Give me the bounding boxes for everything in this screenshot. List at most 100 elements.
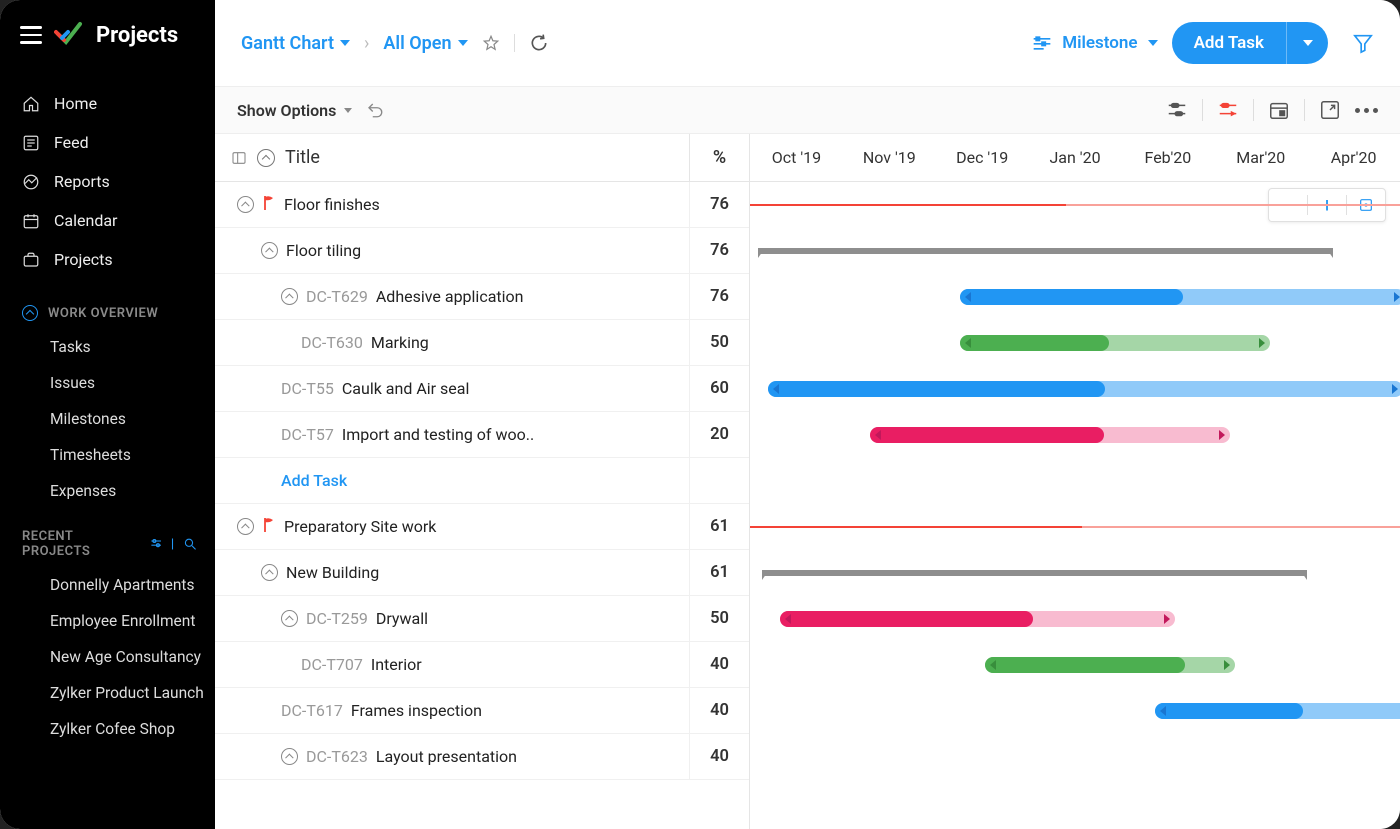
- separator: [514, 34, 515, 52]
- sidebar-item-issues[interactable]: Issues: [0, 365, 215, 401]
- task-row[interactable]: Floor tiling 76: [215, 228, 749, 274]
- summary-bar[interactable]: [762, 570, 1307, 576]
- gantt: Title % Floor finishes76Floor tiling76DC…: [215, 134, 1400, 829]
- nav-label: Reports: [54, 172, 110, 191]
- gantt-bar[interactable]: [870, 427, 1230, 443]
- collapse-icon[interactable]: [237, 196, 254, 213]
- task-row[interactable]: DC-T55 Caulk and Air seal60: [215, 366, 749, 412]
- task-title: Floor tiling: [286, 241, 361, 260]
- fullscreen-icon[interactable]: [1319, 99, 1341, 121]
- task-row[interactable]: DC-T259 Drywall50: [215, 596, 749, 642]
- task-percent: 76: [689, 228, 749, 273]
- main: Gantt Chart › All Open Milestone Add Tas…: [215, 0, 1400, 829]
- collapse-all-icon[interactable]: [257, 149, 275, 167]
- caret-icon: [22, 305, 38, 321]
- task-title: Preparatory Site work: [284, 517, 436, 536]
- chevron-down-icon: [344, 108, 352, 113]
- task-title: Frames inspection: [351, 701, 482, 720]
- nav-feed[interactable]: Feed: [0, 123, 215, 162]
- sidebar-item-milestones[interactable]: Milestones: [0, 401, 215, 437]
- gantt-bar[interactable]: [768, 381, 1400, 397]
- add-task-link[interactable]: Add Task: [281, 471, 347, 490]
- sidebar-item-tasks[interactable]: Tasks: [0, 329, 215, 365]
- today-icon[interactable]: [1268, 99, 1290, 121]
- gantt-bar[interactable]: [960, 335, 1270, 351]
- milestone-selector[interactable]: Milestone: [1032, 33, 1157, 53]
- sidebar-item-timesheets[interactable]: Timesheets: [0, 437, 215, 473]
- recent-project[interactable]: New Age Consultancy: [0, 639, 215, 675]
- task-row[interactable]: DC-T57 Import and testing of woo..20: [215, 412, 749, 458]
- nav-home[interactable]: Home: [0, 84, 215, 123]
- button-label: Add Task: [1172, 33, 1286, 53]
- recent-project[interactable]: Zylker Cofee Shop: [0, 711, 215, 747]
- recent-project[interactable]: Donnelly Apartments: [0, 567, 215, 603]
- nav-label: Projects: [54, 250, 113, 269]
- gantt-bar[interactable]: [780, 611, 1175, 627]
- task-row[interactable]: Preparatory Site work61: [215, 504, 749, 550]
- task-percent: 61: [689, 550, 749, 595]
- filter-settings-icon[interactable]: [149, 536, 163, 552]
- milestone-bar[interactable]: [750, 526, 1400, 528]
- collapse-icon[interactable]: [281, 288, 298, 305]
- sidebar-item-expenses[interactable]: Expenses: [0, 473, 215, 509]
- collapse-icon[interactable]: [237, 518, 254, 535]
- month-header: Nov '19: [843, 134, 936, 181]
- column-percent: %: [689, 134, 749, 181]
- summary-bar[interactable]: [758, 248, 1333, 254]
- task-row[interactable]: Add Task: [215, 458, 749, 504]
- task-list-header: Title %: [215, 134, 749, 182]
- filter-selector[interactable]: All Open: [383, 33, 467, 54]
- collapse-icon[interactable]: [261, 564, 278, 581]
- separator: [1202, 99, 1203, 121]
- view-selector[interactable]: Gantt Chart: [241, 33, 350, 54]
- more-icon[interactable]: [1355, 108, 1378, 113]
- gantt-bar[interactable]: [1155, 703, 1400, 719]
- funnel-icon[interactable]: [1352, 32, 1374, 54]
- add-task-dropdown[interactable]: [1286, 22, 1328, 64]
- gantt-bar[interactable]: [960, 289, 1400, 305]
- work-overview-header[interactable]: WORK OVERVIEW: [0, 287, 215, 329]
- timeline-header: Oct '19Nov '19Dec '19Jan '20Feb'20Mar'20…: [750, 134, 1400, 182]
- recent-project[interactable]: Employee Enrollment: [0, 603, 215, 639]
- task-row[interactable]: Floor finishes76: [215, 182, 749, 228]
- show-options[interactable]: Show Options: [237, 101, 352, 120]
- task-title: Floor finishes: [284, 195, 380, 214]
- baseline-icon[interactable]: [1217, 99, 1239, 121]
- chevron-down-icon: [340, 40, 350, 46]
- collapse-icon[interactable]: [281, 610, 298, 627]
- nav-label: Home: [54, 94, 97, 113]
- critical-path-icon[interactable]: [1166, 99, 1188, 121]
- toolbar: Show Options: [215, 86, 1400, 134]
- recent-project[interactable]: Zylker Product Launch: [0, 675, 215, 711]
- task-row[interactable]: DC-T617 Frames inspection40: [215, 688, 749, 734]
- nav-projects[interactable]: Projects: [0, 240, 215, 279]
- refresh-icon[interactable]: [529, 33, 549, 53]
- hamburger-icon[interactable]: [20, 26, 42, 44]
- columns-icon[interactable]: [231, 150, 247, 166]
- milestone-bar[interactable]: [750, 204, 1400, 206]
- task-percent: [689, 458, 749, 503]
- task-title: Layout presentation: [376, 747, 517, 766]
- label: Show Options: [237, 101, 336, 120]
- collapse-icon[interactable]: [261, 242, 278, 259]
- collapse-icon[interactable]: [281, 748, 298, 765]
- month-header: Apr'20: [1307, 134, 1400, 181]
- gantt-bar[interactable]: [985, 657, 1235, 673]
- task-row[interactable]: DC-T630 Marking50: [215, 320, 749, 366]
- star-icon[interactable]: [482, 34, 500, 52]
- task-percent: 40: [689, 642, 749, 687]
- milestone-label: Milestone: [1062, 33, 1137, 53]
- task-row[interactable]: New Building61: [215, 550, 749, 596]
- column-title: Title: [285, 147, 320, 168]
- add-task-button[interactable]: Add Task: [1172, 22, 1328, 64]
- search-icon[interactable]: [183, 536, 197, 552]
- undo-icon[interactable]: [366, 101, 384, 119]
- task-title: Interior: [371, 655, 422, 674]
- task-row[interactable]: DC-T623 Layout presentation40: [215, 734, 749, 780]
- nav-reports[interactable]: Reports: [0, 162, 215, 201]
- chart-body[interactable]: −+: [750, 182, 1400, 780]
- nav-calendar[interactable]: Calendar: [0, 201, 215, 240]
- task-row[interactable]: DC-T629 Adhesive application76: [215, 274, 749, 320]
- task-row[interactable]: DC-T707 Interior40: [215, 642, 749, 688]
- task-percent: 60: [689, 366, 749, 411]
